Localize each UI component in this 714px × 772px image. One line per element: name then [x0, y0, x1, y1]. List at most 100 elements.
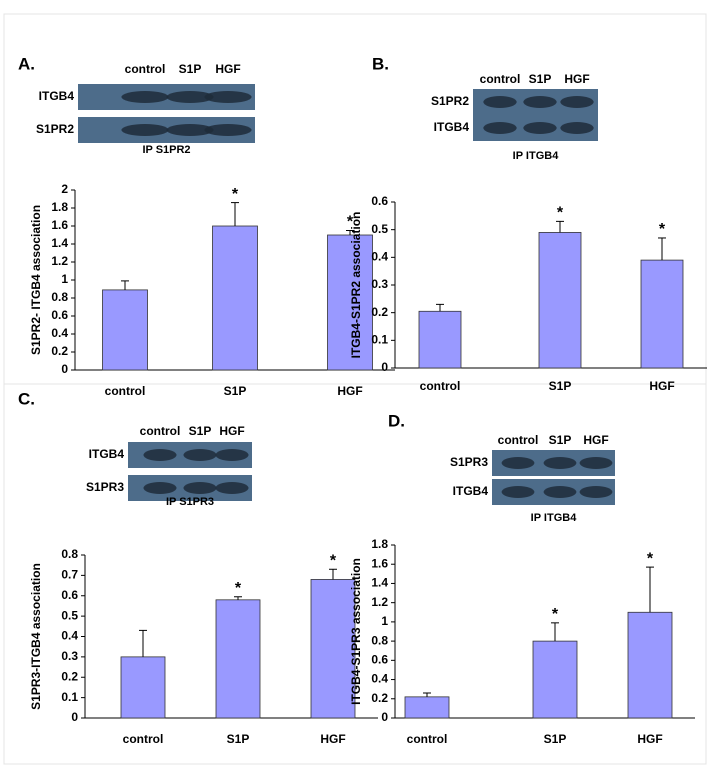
y-tick-label: 1.2 — [51, 254, 68, 268]
bar — [212, 225, 258, 371]
y-tick-label: 1.6 — [51, 218, 68, 232]
blot-row-label: S1PR3 — [450, 455, 488, 469]
bar — [327, 234, 373, 371]
band — [166, 91, 214, 103]
lane-label: S1P — [179, 62, 202, 76]
panel-label: B. — [372, 54, 389, 73]
x-tick-label: S1P — [549, 379, 572, 393]
significance: * — [232, 186, 239, 203]
band — [121, 124, 169, 136]
band — [560, 96, 594, 108]
bar — [310, 579, 356, 719]
x-tick-label: control — [407, 732, 448, 746]
y-tick-label: 0.3 — [371, 277, 388, 291]
significance: * — [330, 552, 337, 569]
band — [483, 122, 517, 134]
blot-row-label: ITGB4 — [39, 89, 75, 103]
band — [121, 91, 169, 103]
x-tick-label: S1P — [227, 732, 250, 746]
y-tick-label: 1.4 — [371, 576, 388, 590]
x-tick-label: HGF — [649, 379, 674, 393]
lane-label: S1P — [549, 433, 572, 447]
y-axis-label: S1PR3-ITGB4 association — [29, 563, 43, 710]
band — [543, 486, 577, 498]
bar — [418, 310, 462, 369]
y-tick-label: 0.6 — [61, 588, 78, 602]
y-tick-label: 1.8 — [371, 537, 388, 551]
y-tick-label: 0.4 — [371, 250, 388, 264]
y-tick-label: 0.8 — [61, 547, 78, 561]
y-tick-label: 0.1 — [371, 333, 388, 347]
y-tick-label: 0 — [381, 360, 388, 374]
band — [543, 457, 577, 469]
x-tick-label: HGF — [337, 384, 362, 398]
y-tick-label: 1.8 — [51, 200, 68, 214]
significance: * — [235, 580, 242, 597]
lane-label: S1P — [529, 72, 552, 86]
bar — [120, 656, 166, 719]
lane-label: HGF — [215, 62, 240, 76]
y-tick-label: 0.8 — [371, 633, 388, 647]
significance: * — [647, 550, 654, 567]
ip-label: IP ITGB4 — [513, 150, 560, 162]
y-tick-label: 1 — [381, 614, 388, 628]
lane-label: control — [140, 424, 181, 438]
bar — [102, 289, 148, 371]
ip-label: IP ITGB4 — [531, 512, 578, 524]
blot-row-label: S1PR2 — [431, 94, 469, 108]
y-tick-label: 0.6 — [51, 308, 68, 322]
bar — [627, 611, 673, 719]
band — [204, 124, 252, 136]
band — [579, 486, 613, 498]
lane-label: control — [498, 433, 539, 447]
lane-label: control — [125, 62, 166, 76]
y-tick-label: 0 — [71, 710, 78, 724]
y-tick-label: 0.3 — [61, 649, 78, 663]
significance: * — [347, 214, 354, 231]
y-axis-label: ITGB4-S1PR3 association — [349, 558, 363, 705]
band — [166, 124, 214, 136]
y-tick-label: 0.8 — [51, 290, 68, 304]
band — [579, 457, 613, 469]
blot-row-label: ITGB4 — [434, 120, 470, 134]
frame — [3, 13, 707, 765]
significance: * — [552, 606, 559, 623]
bar — [404, 696, 450, 719]
panel-label: D. — [388, 411, 405, 430]
y-tick-label: 0.4 — [61, 629, 78, 643]
y-tick-label: 1.4 — [51, 236, 68, 250]
y-tick-label: 0.4 — [371, 672, 388, 686]
band — [143, 482, 177, 494]
x-tick-label: S1P — [224, 384, 247, 398]
band — [215, 482, 249, 494]
bar — [640, 259, 684, 369]
x-tick-label: control — [123, 732, 164, 746]
x-tick-label: S1P — [544, 732, 567, 746]
y-tick-label: 0.2 — [51, 344, 68, 358]
band — [143, 449, 177, 461]
band — [183, 449, 217, 461]
band — [560, 122, 594, 134]
blot-row-label: ITGB4 — [89, 447, 125, 461]
y-tick-label: 0.2 — [371, 305, 388, 319]
y-tick-label: 0.6 — [371, 653, 388, 667]
band — [204, 91, 252, 103]
blot-row-label: S1PR2 — [36, 122, 74, 136]
y-tick-label: 0 — [381, 710, 388, 724]
band — [483, 96, 517, 108]
blot-row-label: S1PR3 — [86, 480, 124, 494]
y-tick-label: 0.5 — [371, 222, 388, 236]
bar — [532, 640, 578, 719]
y-tick-label: 0.5 — [61, 608, 78, 622]
x-tick-label: control — [420, 379, 461, 393]
significance: * — [557, 205, 564, 222]
y-tick-label: 0.2 — [61, 669, 78, 683]
lane-label: HGF — [219, 424, 244, 438]
y-tick-label: 0 — [61, 362, 68, 376]
y-tick-label: 1.6 — [371, 556, 388, 570]
ip-label: IP S1PR2 — [142, 144, 190, 156]
bar — [215, 599, 261, 719]
y-axis-label: S1PR2- ITGB4 association — [29, 205, 43, 355]
band — [501, 457, 535, 469]
